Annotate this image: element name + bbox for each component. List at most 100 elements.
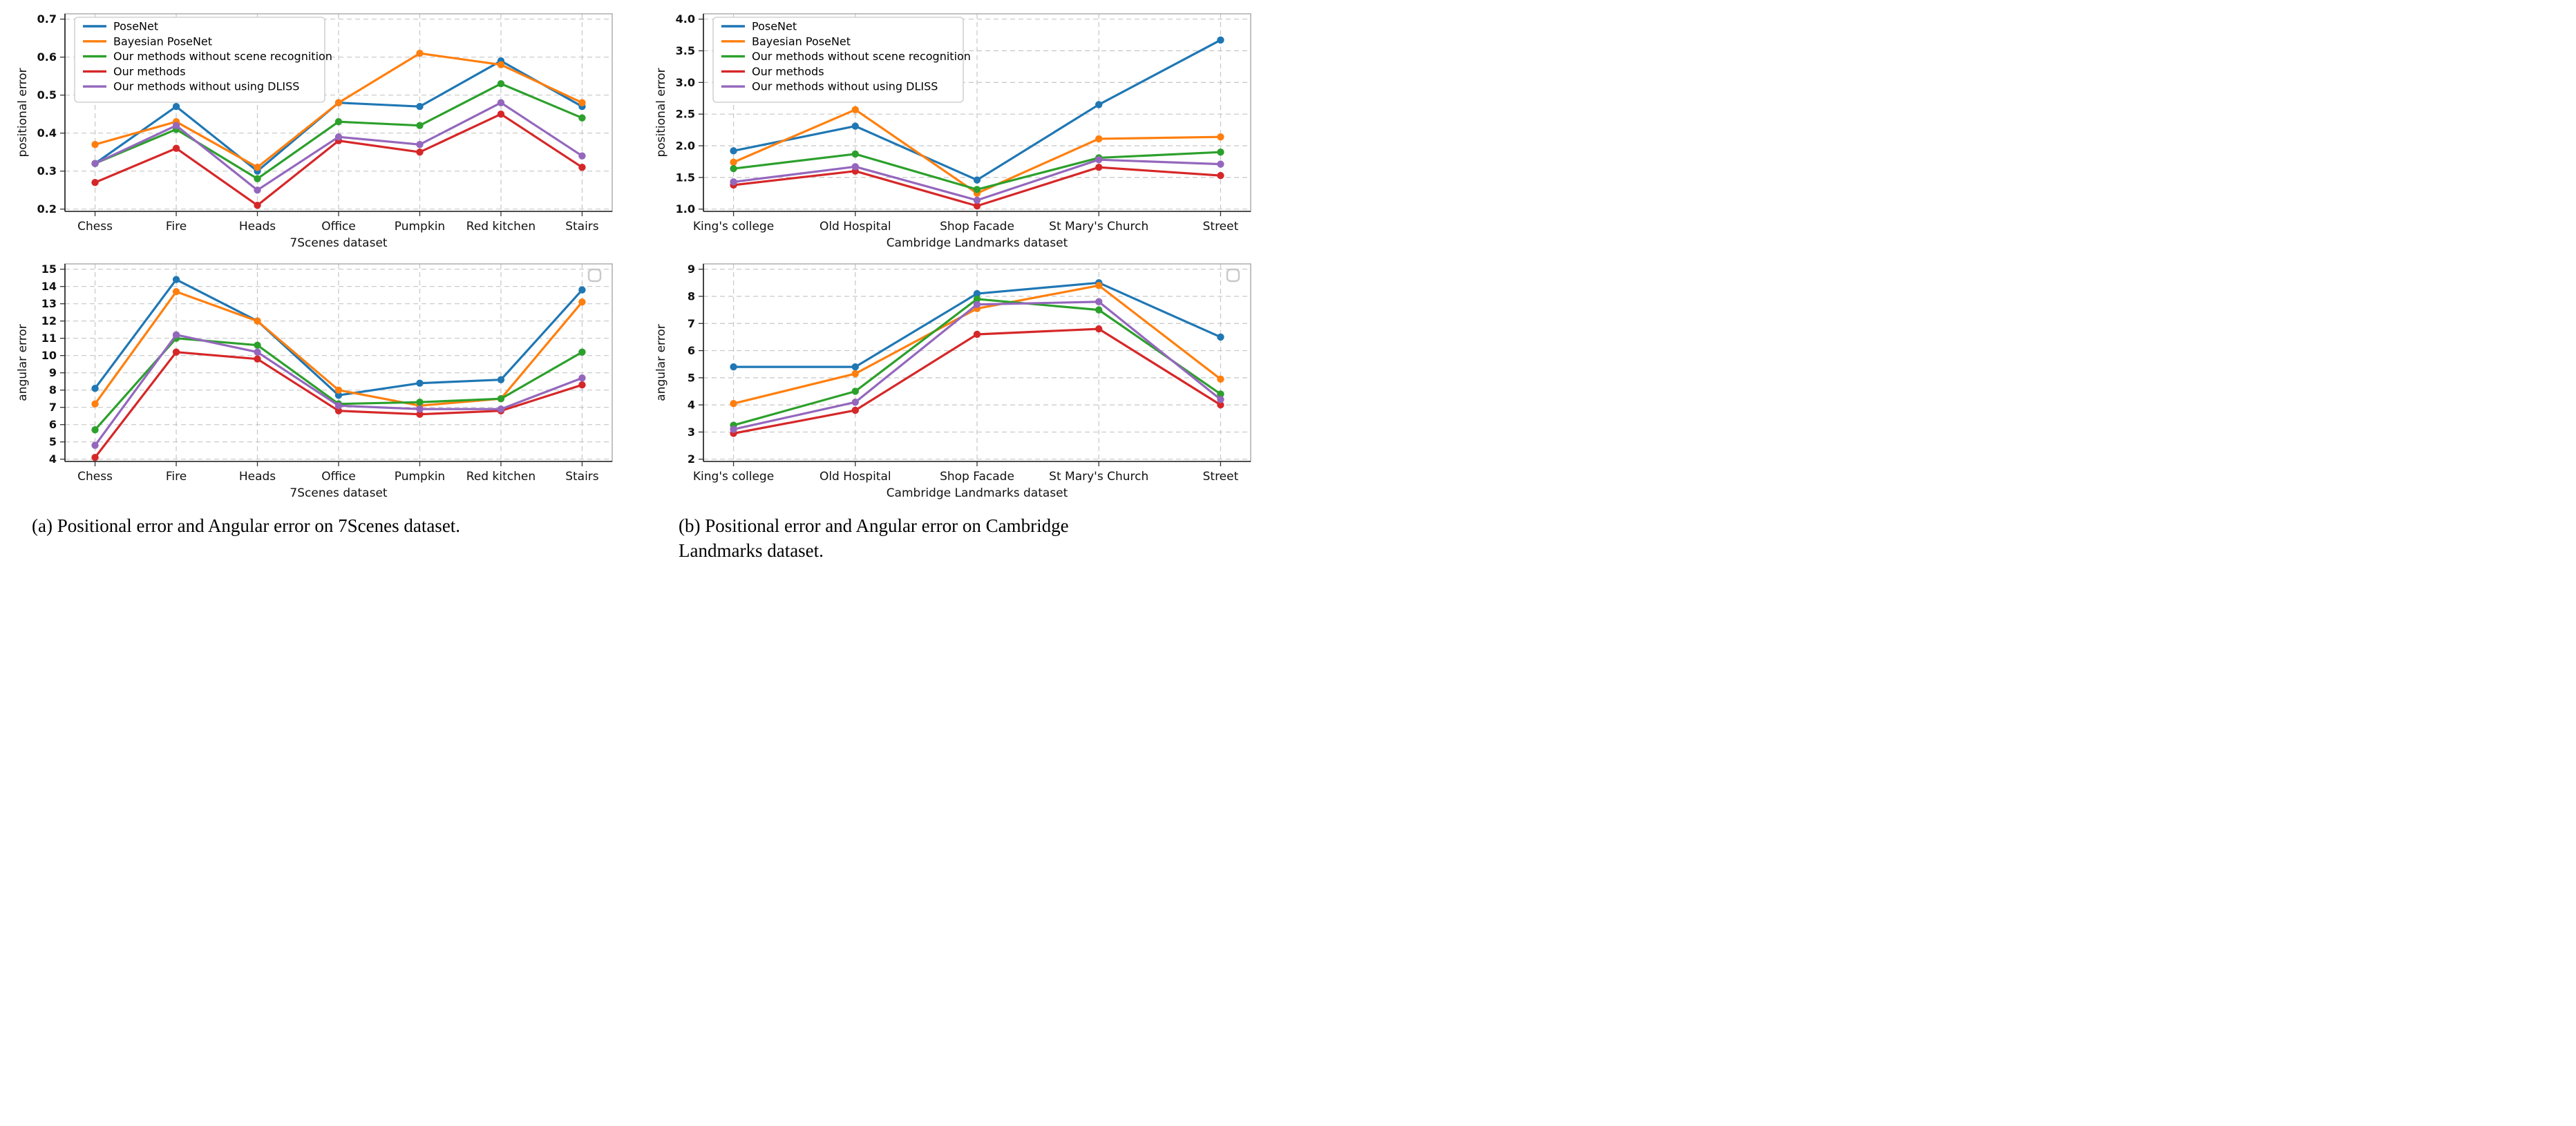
data-point <box>1095 306 1103 314</box>
legend-label-bayesian-posenet: Bayesian PoseNet <box>752 35 851 48</box>
y-tick-label: 8 <box>49 383 57 397</box>
legend-label-bayesian-posenet: Bayesian PoseNet <box>113 35 212 48</box>
data-point <box>973 330 981 338</box>
data-point <box>172 122 180 129</box>
data-point <box>851 106 859 113</box>
data-point <box>1217 149 1224 156</box>
y-tick-label: 2 <box>688 452 695 466</box>
data-point <box>91 141 99 149</box>
data-point <box>1217 171 1224 180</box>
y-axis-label: positional error <box>16 68 30 157</box>
chart-angular-cambridge-svg: 2 3 4 5 6 7 8 9 King's college Old Hospital Shop F… <box>654 263 1251 500</box>
chart-positional-cambridge: 1.0 1.5 2.0 2.5 3.0 3.5 4.0 King's college Old H… <box>651 4 1259 254</box>
data-point <box>172 103 180 111</box>
x-axis-label: Cambridge Landmarks dataset <box>887 486 1068 500</box>
data-point <box>416 141 424 149</box>
data-point <box>973 202 981 210</box>
y-tick-label: 5 <box>49 435 57 448</box>
data-point <box>334 133 343 141</box>
series-our-methods-without-using-dliss <box>91 99 586 194</box>
data-point <box>416 122 424 129</box>
caption-b-line2: Landmarks dataset. <box>679 540 824 561</box>
y-tick-label: 10 <box>41 349 57 362</box>
data-point <box>851 406 859 414</box>
y-tick-label: 8 <box>688 289 695 303</box>
data-point <box>851 370 859 378</box>
legend: PoseNet Bayesian PoseNet Our methods witho… <box>712 17 971 103</box>
category-label: Pumpkin <box>395 470 445 484</box>
y-tick-label: 3.5 <box>676 44 695 57</box>
y-tick-label: 4 <box>688 399 695 412</box>
data-point <box>851 399 859 406</box>
legend-label-our-methods-without-scene-recognition: Our methods without scene recognition <box>752 50 971 63</box>
data-point <box>497 405 505 413</box>
category-label: Street <box>1203 470 1239 484</box>
data-point <box>1217 396 1224 403</box>
figure-pose-error-comparison: 0.2 0.3 0.4 0.5 0.6 0.7 Chess Fire Heads Office Pu… <box>0 0 1288 563</box>
category-label: Street <box>1203 220 1239 233</box>
category-label: Office <box>321 470 356 484</box>
data-point <box>973 300 981 308</box>
data-point <box>973 176 981 184</box>
category-label: Stairs <box>565 470 599 484</box>
data-point <box>578 114 586 122</box>
data-point <box>254 187 261 194</box>
y-tick-label: 12 <box>41 314 57 327</box>
legend-box <box>712 17 964 103</box>
y-tick-label: 0.2 <box>37 202 57 216</box>
empty-legend-box <box>1226 268 1240 283</box>
data-point <box>578 286 586 294</box>
data-point <box>730 147 737 155</box>
data-point <box>730 426 737 433</box>
y-tick-label: 1.0 <box>676 202 695 216</box>
series-posenet <box>91 276 586 399</box>
data-point <box>851 122 859 130</box>
data-point <box>578 152 586 160</box>
data-point <box>172 144 180 152</box>
category-label: Shop Facade <box>940 470 1014 484</box>
data-point <box>1095 298 1103 306</box>
series-our-methods-without-scene-recognition <box>91 80 586 182</box>
data-point <box>172 348 180 356</box>
x-axis-label: Cambridge Landmarks dataset <box>887 236 1068 250</box>
y-tick-label: 14 <box>41 280 57 293</box>
charts-grid: 0.2 0.3 0.4 0.5 0.6 0.7 Chess Fire Heads Office Pu… <box>0 0 1288 504</box>
data-point <box>851 163 859 171</box>
y-tick-label: 7 <box>688 317 695 330</box>
empty-legend-box <box>587 268 602 283</box>
data-point <box>1095 101 1103 108</box>
y-tick-label: 1.5 <box>676 171 695 184</box>
data-point <box>973 289 981 298</box>
data-point <box>1095 325 1103 333</box>
data-point <box>416 103 424 111</box>
y-tick-label: 5 <box>688 371 695 384</box>
category-label: King's college <box>693 470 774 484</box>
legend-label-posenet: PoseNet <box>752 20 797 33</box>
data-point <box>334 99 343 106</box>
data-point <box>91 454 99 461</box>
category-label: Pumpkin <box>395 220 445 233</box>
data-point <box>578 348 586 356</box>
data-point <box>578 99 586 106</box>
data-point <box>497 80 505 88</box>
category-label: Chess <box>77 470 113 484</box>
data-point <box>334 392 343 399</box>
category-label: King's college <box>693 220 774 233</box>
legend-box <box>74 17 325 103</box>
data-point <box>1095 282 1103 289</box>
y-tick-label: 0.3 <box>37 164 57 178</box>
y-tick-label: 2.5 <box>676 108 695 121</box>
y-axis-label: angular error <box>16 324 30 401</box>
category-label: Old Hospital <box>820 220 891 233</box>
series-posenet <box>730 36 1224 184</box>
data-point <box>1217 36 1224 44</box>
data-point <box>172 288 180 296</box>
legend-label-our-methods: Our methods <box>752 65 824 78</box>
data-point <box>416 379 424 387</box>
legend-label-our-methods-without-using-dliss: Our methods without using DLISS <box>113 80 299 93</box>
y-tick-label: 0.5 <box>37 88 57 102</box>
data-point <box>1217 160 1224 168</box>
chart-positional-7scenes: 0.2 0.3 0.4 0.5 0.6 0.7 Chess Fire Heads Office Pu… <box>12 4 621 254</box>
legend-label-our-methods-without-using-dliss: Our methods without using DLISS <box>752 80 938 93</box>
series-bayesian-posenet <box>730 106 1224 197</box>
